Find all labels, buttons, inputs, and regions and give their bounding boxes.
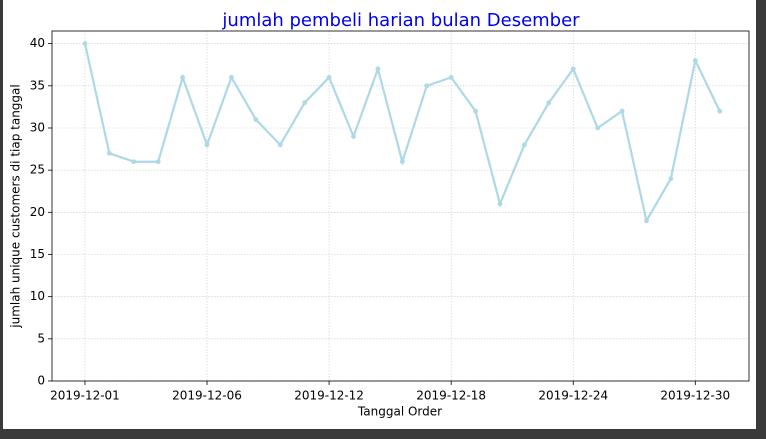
point	[619, 108, 625, 114]
chart-title: jumlah pembeli harian bulan Desember	[221, 10, 580, 31]
point	[326, 74, 332, 80]
point	[253, 117, 259, 122]
y-tick-label: 25	[30, 163, 45, 177]
point	[692, 58, 698, 63]
point	[277, 142, 283, 148]
point	[375, 66, 381, 72]
point	[302, 100, 308, 106]
plot-frame	[51, 30, 750, 382]
point	[106, 150, 112, 156]
figure-background	[3, 0, 756, 429]
point	[473, 108, 478, 114]
y-tick-label: 40	[30, 36, 45, 50]
x-tick-label: 2019-12-06	[172, 389, 242, 403]
point	[570, 66, 576, 72]
point	[351, 134, 356, 139]
point	[204, 142, 210, 148]
point	[180, 74, 186, 80]
y-tick-label: 20	[30, 205, 45, 219]
y-tick-label: 15	[30, 247, 45, 261]
x-axis-label: Tanggal Order	[357, 405, 442, 419]
point	[717, 108, 723, 114]
x-tick-label: 2019-12-01	[50, 389, 120, 403]
y-axis-label: jumlah unique customers di tiap tanggal	[9, 84, 23, 328]
y-tick-label: 0	[37, 374, 45, 388]
point	[424, 83, 430, 89]
point	[82, 41, 88, 47]
x-tick-label: 2019-12-12	[294, 389, 364, 403]
x-tick-label: 2019-12-24	[538, 389, 608, 403]
y-tick-label: 30	[30, 120, 45, 134]
point	[155, 159, 161, 165]
point	[595, 125, 601, 131]
x-tick-label: 2019-12-30	[660, 389, 730, 403]
point	[448, 74, 454, 80]
point	[497, 201, 503, 207]
point	[546, 100, 552, 106]
point	[644, 218, 649, 224]
y-tick-label: 10	[30, 289, 45, 303]
y-tick-label: 35	[30, 78, 45, 92]
point	[229, 74, 234, 80]
point	[521, 142, 527, 148]
point	[399, 159, 405, 165]
point	[668, 176, 674, 181]
point	[131, 159, 137, 165]
x-tick-label: 2019-12-18	[416, 389, 486, 403]
y-tick-label: 5	[37, 331, 45, 345]
